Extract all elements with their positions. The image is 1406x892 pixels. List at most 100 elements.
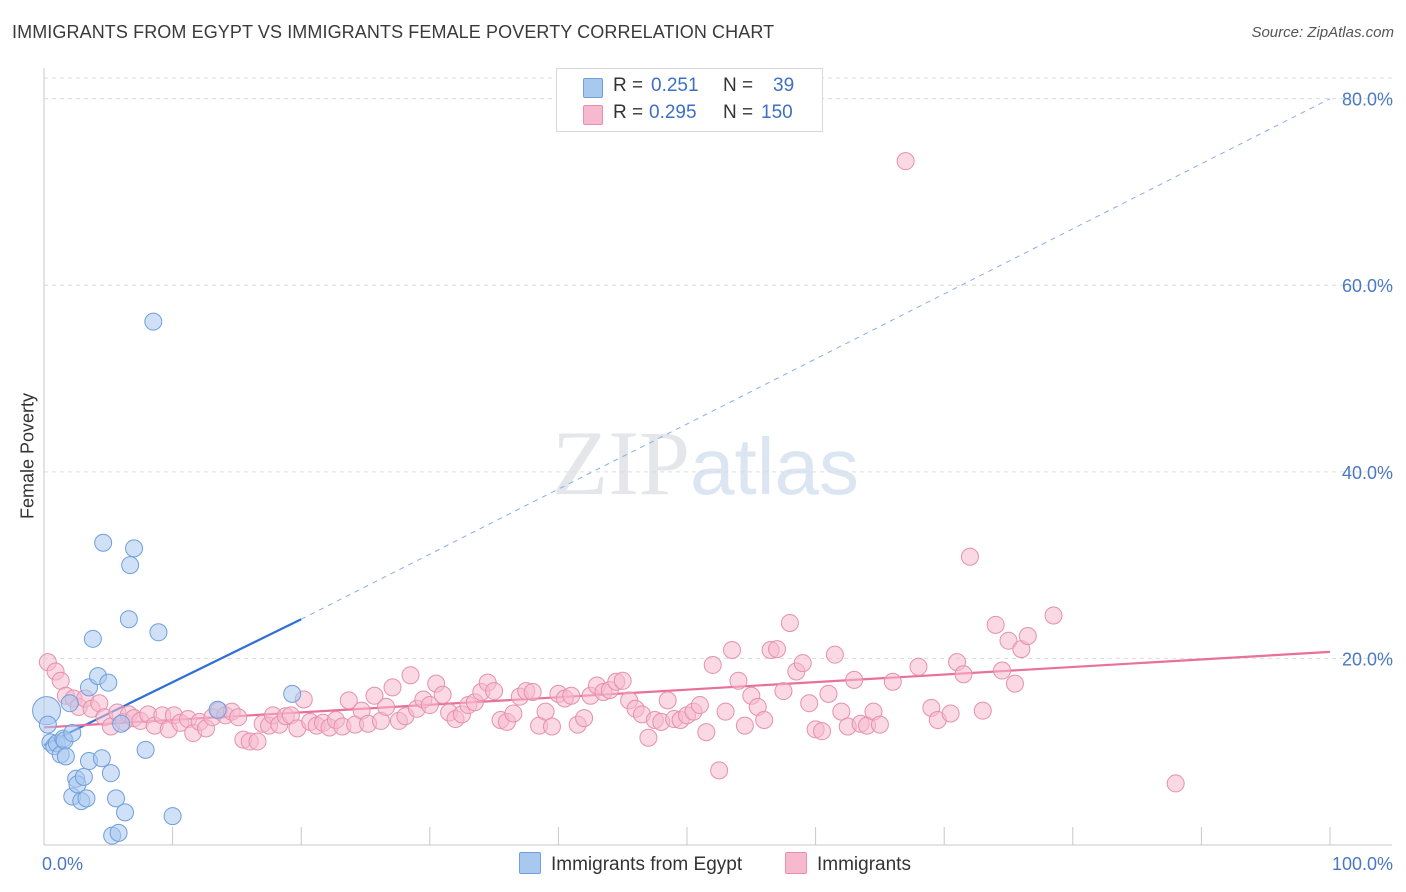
point-egypt	[119, 610, 138, 629]
r-label: R =	[613, 102, 644, 123]
source-label: Source: ZipAtlas.com	[1251, 24, 1394, 41]
point-immigrants	[800, 694, 819, 713]
legend-item-egypt[interactable]: Immigrants from Egypt	[519, 852, 742, 876]
r-label: R =	[613, 75, 644, 96]
point-egypt	[144, 312, 163, 331]
legend-item-immigrants[interactable]: Immigrants	[785, 852, 911, 876]
point-egypt	[107, 789, 126, 808]
point-immigrants	[960, 547, 979, 566]
legend-label-immigrants: Immigrants	[817, 854, 911, 875]
axes	[43, 68, 1392, 846]
point-immigrants	[383, 678, 402, 697]
legend-swatch-immigrants	[785, 852, 807, 874]
x-tick-label: 100.0%	[1332, 854, 1393, 874]
point-immigrants	[973, 701, 992, 720]
point-immigrants	[1044, 606, 1063, 625]
r-value: 0.295	[649, 102, 697, 123]
point-immigrants	[774, 682, 793, 701]
n-value: 150	[761, 102, 793, 123]
point-immigrants	[832, 702, 851, 721]
point-immigrants	[896, 152, 915, 171]
point-immigrants	[485, 682, 504, 701]
point-immigrants	[819, 684, 838, 703]
point-immigrants	[870, 715, 889, 734]
point-immigrants	[690, 696, 709, 715]
stats-swatch-egypt	[583, 78, 603, 98]
y-tick-label: 40.0%	[1342, 463, 1393, 483]
trend-extension-egypt	[300, 98, 1331, 620]
point-egypt	[77, 789, 96, 808]
point-egypt	[109, 823, 128, 842]
point-egypt	[112, 714, 131, 733]
n-value: 39	[773, 75, 795, 96]
point-immigrants	[377, 697, 396, 716]
point-immigrants	[365, 686, 384, 705]
point-immigrants	[1166, 774, 1185, 793]
point-egypt	[121, 556, 140, 575]
n-label: N =	[723, 75, 754, 96]
point-immigrants	[909, 657, 928, 676]
point-immigrants	[575, 709, 594, 728]
point-immigrants	[755, 710, 774, 729]
watermark: ZIPatlas	[552, 410, 859, 516]
point-immigrants	[883, 672, 902, 691]
point-immigrants	[710, 761, 729, 780]
legend-label-egypt: Immigrants from Egypt	[551, 854, 743, 875]
y-tick-label: 60.0%	[1342, 276, 1393, 296]
point-immigrants	[433, 685, 452, 704]
stats-swatch-immigrants	[583, 105, 603, 125]
y-tick-label: 80.0%	[1342, 90, 1393, 110]
point-egypt	[38, 715, 57, 734]
point-immigrants	[1005, 674, 1024, 693]
n-label: N =	[723, 102, 754, 123]
point-egypt	[149, 623, 168, 642]
point-egypt	[94, 533, 113, 552]
point-egypt	[136, 740, 155, 759]
point-immigrants	[768, 640, 787, 659]
legend-swatch-egypt	[519, 852, 541, 874]
stats-box: R = 0.251 N = 39 R = 0.295 N = 150	[556, 68, 823, 132]
grid-lines	[44, 77, 1392, 659]
point-immigrants	[658, 691, 677, 710]
point-immigrants	[845, 670, 864, 689]
watermark-zip: ZIP	[552, 412, 690, 514]
point-immigrants	[542, 717, 561, 736]
point-egypt	[208, 700, 227, 719]
point-egypt	[56, 747, 75, 766]
point-immigrants	[697, 723, 716, 742]
point-immigrants	[248, 732, 267, 751]
point-immigrants	[735, 716, 754, 735]
point-immigrants	[536, 702, 555, 721]
trend-lines	[43, 98, 1331, 747]
point-immigrants	[703, 655, 722, 674]
point-immigrants	[723, 641, 742, 660]
point-immigrants	[401, 666, 420, 685]
point-immigrants	[729, 671, 748, 690]
point-immigrants	[813, 722, 832, 741]
point-immigrants	[716, 702, 735, 721]
trend-line-immigrants	[43, 650, 1331, 729]
r-value: 0.251	[651, 75, 699, 96]
point-immigrants	[1018, 627, 1037, 646]
point-egypt	[283, 684, 302, 703]
point-immigrants	[941, 704, 960, 723]
point-immigrants	[51, 671, 70, 690]
point-immigrants	[613, 671, 632, 690]
point-immigrants	[954, 665, 973, 684]
point-egypt	[92, 749, 111, 768]
point-immigrants	[639, 728, 658, 747]
point-egypt	[60, 694, 79, 713]
point-egypt	[116, 803, 135, 822]
point-immigrants	[993, 661, 1012, 680]
x-tick-label: 0.0%	[42, 854, 83, 874]
point-immigrants	[339, 691, 358, 710]
point-immigrants	[420, 696, 439, 715]
point-egypt	[99, 673, 118, 692]
tick-labels: 20.0% 40.0% 60.0% 80.0% 0.0% 100.0%	[42, 90, 1393, 874]
point-immigrants	[793, 654, 812, 673]
point-immigrants	[523, 683, 542, 701]
point-egypt	[74, 767, 93, 786]
y-tick-label: 20.0%	[1342, 649, 1393, 669]
point-egypt	[125, 539, 144, 558]
point-immigrants	[229, 708, 248, 727]
